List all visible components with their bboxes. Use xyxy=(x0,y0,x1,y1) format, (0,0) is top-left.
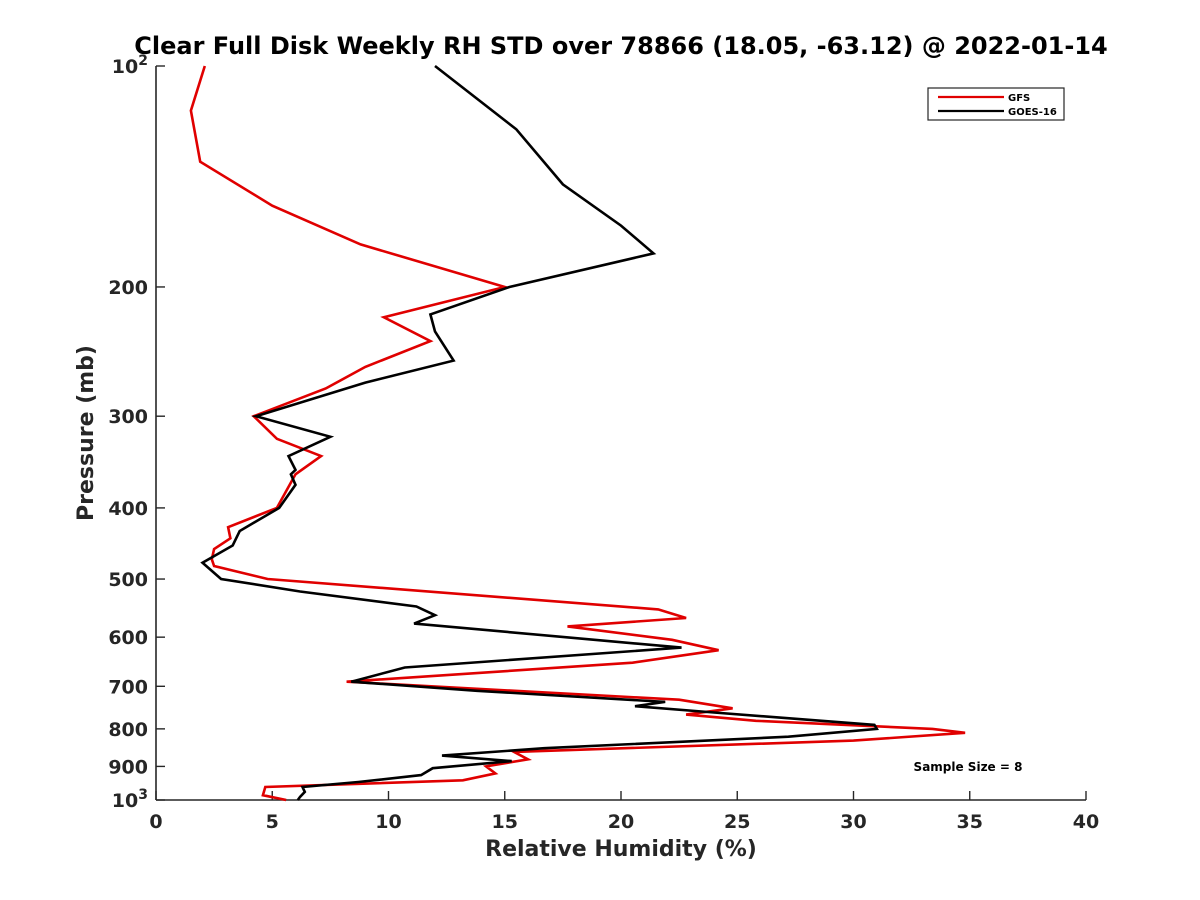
y-tick-label: 103 xyxy=(112,787,148,812)
y-tick-label-base: 10 xyxy=(112,56,138,78)
series-layer xyxy=(189,64,966,802)
y-tick-label-base: 800 xyxy=(108,719,148,741)
y-tick-label: 400 xyxy=(108,498,148,520)
y-axis-label: Pressure (mb) xyxy=(74,345,99,521)
legend-label-gfs: GFS xyxy=(1008,93,1030,104)
y-tick-label-base: 500 xyxy=(108,569,148,591)
legend-box xyxy=(927,87,1065,121)
y-tick-label-base: 400 xyxy=(108,498,148,520)
x-axis-label: Relative Humidity (%) xyxy=(485,837,757,862)
x-tick-label: 5 xyxy=(266,811,279,833)
y-tick-label: 500 xyxy=(108,569,148,591)
y-tick-label-base: 600 xyxy=(108,627,148,649)
x-tick-label: 25 xyxy=(724,811,750,833)
x-tick-label: 20 xyxy=(608,811,634,833)
y-tick-label-base: 10 xyxy=(112,790,138,812)
legend: GFS GOES-16 xyxy=(927,87,1065,121)
sample-size-annotation: Sample Size = 8 xyxy=(914,760,1023,774)
chart-title: Clear Full Disk Weekly RH STD over 78866… xyxy=(134,32,1107,60)
series-line-goes16 xyxy=(200,64,879,801)
y-tick-label: 700 xyxy=(108,676,148,698)
series-line-gfs xyxy=(189,65,966,802)
y-tick-label-exponent: 3 xyxy=(138,787,148,803)
x-tick-label: 0 xyxy=(149,811,162,833)
legend-label-goes16: GOES-16 xyxy=(1008,107,1057,118)
y-tick-label: 600 xyxy=(108,627,148,649)
y-tick-label-base: 900 xyxy=(108,756,148,778)
x-tick-label: 15 xyxy=(492,811,518,833)
x-tick-label: 30 xyxy=(840,811,866,833)
x-tick-label: 10 xyxy=(375,811,401,833)
y-tick-label: 900 xyxy=(108,756,148,778)
y-tick-label: 200 xyxy=(108,277,148,299)
y-tick-label: 102 xyxy=(112,53,148,78)
y-tick-label-base: 700 xyxy=(108,676,148,698)
x-tick-label: 35 xyxy=(957,811,983,833)
y-tick-label: 800 xyxy=(108,719,148,741)
y-tick-label-base: 300 xyxy=(108,406,148,428)
plot-area xyxy=(155,66,1086,801)
y-tick-label-base: 200 xyxy=(108,277,148,299)
y-tick-label-exponent: 2 xyxy=(138,53,148,69)
x-tick-label: 40 xyxy=(1073,811,1099,833)
x-axis-ticks: 0 5 10 15 20 25 30 35 40 xyxy=(149,791,1099,833)
y-tick-label: 300 xyxy=(108,406,148,428)
